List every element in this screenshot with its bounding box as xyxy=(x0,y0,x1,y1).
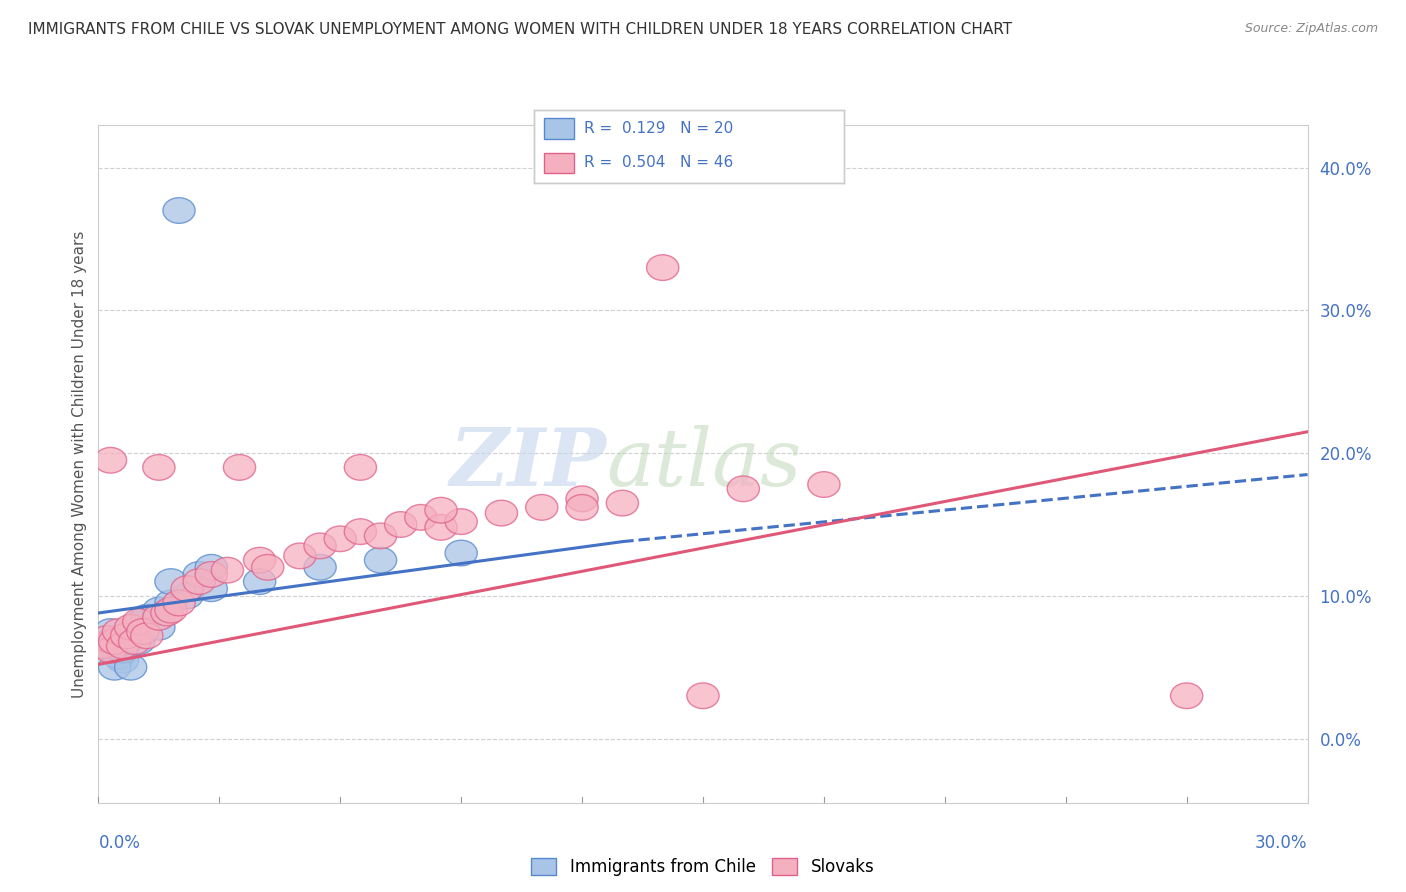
Ellipse shape xyxy=(808,472,839,498)
Ellipse shape xyxy=(103,637,135,663)
Ellipse shape xyxy=(183,569,215,594)
Ellipse shape xyxy=(143,605,174,630)
Ellipse shape xyxy=(344,455,377,480)
Ellipse shape xyxy=(155,569,187,594)
Legend: Immigrants from Chile, Slovaks: Immigrants from Chile, Slovaks xyxy=(524,851,882,882)
Ellipse shape xyxy=(446,508,477,534)
Ellipse shape xyxy=(195,555,228,580)
Ellipse shape xyxy=(224,455,256,480)
Ellipse shape xyxy=(122,629,155,655)
Ellipse shape xyxy=(86,633,118,658)
Ellipse shape xyxy=(114,615,146,640)
FancyBboxPatch shape xyxy=(544,153,575,173)
Ellipse shape xyxy=(107,637,139,663)
Ellipse shape xyxy=(107,648,139,673)
Y-axis label: Unemployment Among Women with Children Under 18 years: Unemployment Among Women with Children U… xyxy=(72,230,87,698)
Ellipse shape xyxy=(385,512,416,537)
Ellipse shape xyxy=(122,612,155,637)
Ellipse shape xyxy=(114,655,146,680)
Ellipse shape xyxy=(98,629,131,655)
Ellipse shape xyxy=(172,576,204,601)
Ellipse shape xyxy=(143,598,174,623)
Ellipse shape xyxy=(425,515,457,541)
Text: 0.0%: 0.0% xyxy=(98,834,141,852)
Ellipse shape xyxy=(107,633,139,658)
Ellipse shape xyxy=(122,608,155,634)
Ellipse shape xyxy=(118,629,150,655)
Ellipse shape xyxy=(111,623,143,648)
Ellipse shape xyxy=(127,619,159,644)
Ellipse shape xyxy=(150,600,183,626)
Ellipse shape xyxy=(94,619,127,644)
Ellipse shape xyxy=(727,476,759,501)
Ellipse shape xyxy=(131,605,163,630)
Ellipse shape xyxy=(90,633,122,658)
Text: R =  0.129   N = 20: R = 0.129 N = 20 xyxy=(583,121,733,136)
Ellipse shape xyxy=(183,562,215,587)
Ellipse shape xyxy=(211,558,243,583)
Ellipse shape xyxy=(325,526,356,551)
Ellipse shape xyxy=(155,598,187,623)
Ellipse shape xyxy=(284,543,316,569)
Ellipse shape xyxy=(243,569,276,594)
FancyBboxPatch shape xyxy=(544,119,575,139)
Ellipse shape xyxy=(567,486,598,512)
Ellipse shape xyxy=(114,623,146,648)
Ellipse shape xyxy=(163,198,195,223)
Ellipse shape xyxy=(364,523,396,549)
Text: atlas: atlas xyxy=(606,425,801,502)
Ellipse shape xyxy=(172,583,204,608)
Text: IMMIGRANTS FROM CHILE VS SLOVAK UNEMPLOYMENT AMONG WOMEN WITH CHILDREN UNDER 18 : IMMIGRANTS FROM CHILE VS SLOVAK UNEMPLOY… xyxy=(28,22,1012,37)
Ellipse shape xyxy=(344,519,377,544)
Text: R =  0.504   N = 46: R = 0.504 N = 46 xyxy=(583,155,733,170)
Ellipse shape xyxy=(405,505,437,530)
Ellipse shape xyxy=(98,655,131,680)
Ellipse shape xyxy=(364,548,396,573)
Ellipse shape xyxy=(606,491,638,516)
Ellipse shape xyxy=(485,500,517,526)
Ellipse shape xyxy=(1171,683,1202,708)
Text: Source: ZipAtlas.com: Source: ZipAtlas.com xyxy=(1244,22,1378,36)
Ellipse shape xyxy=(155,591,187,615)
Ellipse shape xyxy=(567,494,598,520)
Ellipse shape xyxy=(195,562,228,587)
Ellipse shape xyxy=(163,591,195,615)
Ellipse shape xyxy=(103,619,135,644)
Ellipse shape xyxy=(647,255,679,280)
Ellipse shape xyxy=(94,637,127,663)
Ellipse shape xyxy=(94,448,127,473)
Text: 30.0%: 30.0% xyxy=(1256,834,1308,852)
Ellipse shape xyxy=(526,494,558,520)
Ellipse shape xyxy=(94,629,127,655)
Ellipse shape xyxy=(425,498,457,523)
Ellipse shape xyxy=(143,615,174,640)
Ellipse shape xyxy=(195,576,228,601)
Ellipse shape xyxy=(304,533,336,558)
Ellipse shape xyxy=(103,643,135,669)
Ellipse shape xyxy=(98,626,131,651)
Ellipse shape xyxy=(252,555,284,580)
Ellipse shape xyxy=(111,629,143,655)
Ellipse shape xyxy=(243,548,276,573)
Ellipse shape xyxy=(143,455,174,480)
Ellipse shape xyxy=(90,626,122,651)
Ellipse shape xyxy=(688,683,718,708)
Ellipse shape xyxy=(131,623,163,648)
Text: ZIP: ZIP xyxy=(450,425,606,502)
Ellipse shape xyxy=(446,541,477,566)
Ellipse shape xyxy=(304,555,336,580)
